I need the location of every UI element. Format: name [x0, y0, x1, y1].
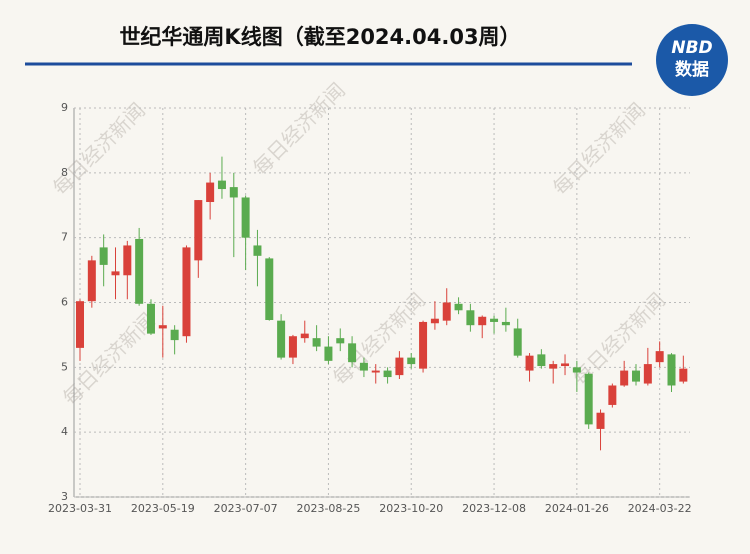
- candle-body: [407, 357, 416, 365]
- logo: [656, 24, 728, 96]
- candle-body: [99, 247, 108, 265]
- candle-body: [194, 200, 203, 261]
- candle-body: [76, 301, 84, 348]
- x-tick-label: 2023-10-20: [379, 502, 443, 515]
- y-tick-label: 5: [61, 360, 68, 373]
- candle-body: [572, 367, 581, 373]
- candle-body: [466, 310, 475, 326]
- candle-body: [608, 385, 617, 405]
- candle-body: [643, 364, 652, 384]
- candle-body: [561, 363, 570, 367]
- candle-body: [525, 355, 534, 371]
- candle-body: [383, 370, 392, 378]
- candle-body: [549, 364, 558, 369]
- x-tick-label: 2024-01-26: [545, 502, 609, 515]
- candle-body: [442, 302, 451, 321]
- logo-bottom: 数据: [675, 59, 709, 80]
- candle-body: [336, 338, 345, 344]
- candle-body: [348, 343, 357, 363]
- candle-body: [288, 336, 297, 358]
- y-tick-label: 3: [61, 490, 68, 503]
- candle-body: [537, 354, 546, 367]
- candle-body: [158, 325, 167, 329]
- candle-body: [312, 338, 321, 347]
- candle-body: [620, 370, 629, 386]
- candle-body: [277, 320, 286, 358]
- candle-body: [632, 370, 641, 382]
- candle-body: [395, 357, 404, 376]
- candle-body: [87, 260, 96, 302]
- candle-body: [135, 238, 144, 304]
- x-tick-label: 2023-07-07: [214, 502, 278, 515]
- candle-body: [419, 321, 428, 369]
- candle-body: [265, 258, 274, 321]
- x-tick-label: 2023-03-31: [48, 502, 112, 515]
- logo-top: NBD: [671, 38, 712, 58]
- x-tick-label: 2023-08-25: [296, 502, 360, 515]
- candle-body: [655, 351, 664, 363]
- y-tick-label: 7: [61, 231, 68, 244]
- y-tick-label: 6: [61, 296, 68, 309]
- candle-body: [679, 368, 688, 382]
- candle-body: [490, 318, 499, 322]
- candle-body: [359, 362, 368, 371]
- candle-body: [584, 373, 593, 425]
- candle-body: [513, 328, 522, 356]
- candle-body: [111, 271, 120, 276]
- candle-body: [667, 354, 676, 386]
- candle-body: [206, 182, 215, 203]
- candle-body: [146, 303, 155, 334]
- candle-body: [217, 180, 226, 190]
- x-tick-label: 2024-03-22: [628, 502, 692, 515]
- y-tick-label: 4: [61, 425, 68, 438]
- x-tick-label: 2023-05-19: [131, 502, 195, 515]
- chart-title: 世纪华通周K线图（截至2024.04.03周）: [119, 25, 520, 49]
- candle-body: [170, 329, 179, 341]
- candle-body: [454, 303, 463, 311]
- y-tick-label: 9: [61, 101, 68, 114]
- x-tick-label: 2023-12-08: [462, 502, 526, 515]
- candle-body: [430, 318, 439, 324]
- candle-body: [229, 187, 238, 198]
- candle-body: [478, 316, 487, 326]
- candle-body: [182, 247, 191, 337]
- y-tick-label: 8: [61, 166, 68, 179]
- candle-body: [253, 245, 262, 256]
- candle-body: [123, 245, 132, 276]
- candle-body: [596, 412, 605, 429]
- candle-body: [501, 321, 510, 326]
- candle-body: [300, 333, 309, 339]
- candle-body: [371, 370, 380, 373]
- candle-body: [324, 346, 333, 361]
- candle-body: [241, 197, 250, 238]
